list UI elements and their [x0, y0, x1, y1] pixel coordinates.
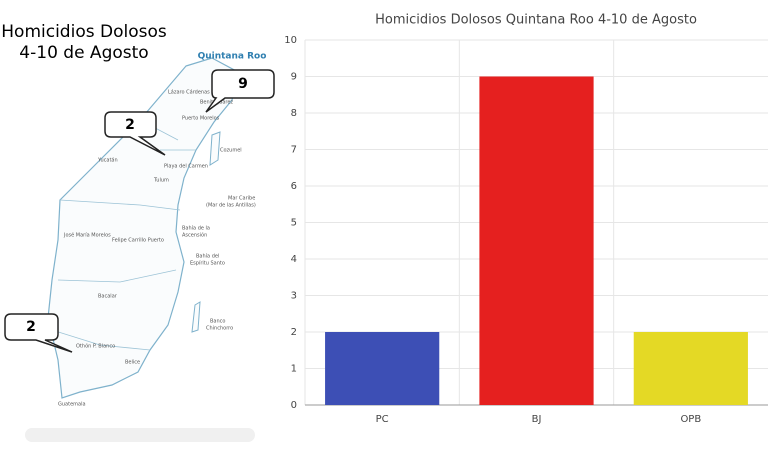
callout: 2: [4, 313, 73, 353]
callout-number: 2: [125, 117, 135, 133]
bar: [479, 76, 594, 405]
y-tick-label: 5: [291, 218, 297, 229]
place: Belice: [125, 360, 140, 366]
callout-number: 2: [26, 319, 36, 335]
y-tick-label: 7: [291, 145, 297, 156]
place: Ascensión: [182, 232, 207, 239]
y-tick-label: 4: [291, 254, 297, 265]
chinchorro: [191, 301, 201, 333]
callout: 9: [205, 69, 275, 113]
place: Espíritu Santo: [190, 260, 225, 267]
place: (Mar de las Antillas): [206, 203, 256, 209]
place: Lázaro Cárdenas: [168, 89, 210, 96]
y-tick-label: 8: [291, 108, 297, 119]
place: Tulum: [153, 178, 169, 184]
map-borders: [51, 119, 196, 351]
y-tick-label: 10: [284, 35, 297, 46]
place: José María Morelos: [63, 232, 111, 239]
callout-number: 9: [238, 76, 248, 92]
place: Cozumel: [220, 148, 242, 154]
place: Yucatán: [97, 157, 118, 164]
chart-title: Homicidios Dolosos Quintana Roo 4-10 de …: [375, 13, 697, 28]
scroll-bar: [25, 428, 255, 442]
state-name: Quintana Roo: [198, 52, 267, 62]
x-tick-label: PC: [376, 414, 389, 425]
place: Bacalar: [98, 294, 118, 300]
place: Felipe Carrillo Puerto: [112, 238, 164, 244]
y-tick-label: 3: [291, 291, 297, 302]
y-tick-label: 1: [291, 364, 297, 375]
place: Chinchorro: [206, 326, 233, 332]
y-tick-label: 0: [291, 400, 297, 411]
bar: [633, 332, 748, 405]
place: Bahía de la: [182, 225, 210, 232]
place: Playa del Carmen: [164, 164, 208, 170]
map-title: Homicidios Dolosos: [1, 22, 167, 42]
x-tick-label: OPB: [680, 414, 701, 425]
y-tick-label: 6: [291, 181, 297, 192]
place: Guatemala: [58, 402, 86, 408]
place: Mar Caribe: [228, 196, 255, 202]
place: Puerto Morelos: [182, 116, 220, 122]
cozumel: [209, 131, 221, 166]
x-tick-label: BJ: [532, 414, 542, 425]
y-tick-label: 9: [291, 72, 297, 83]
y-tick-label: 2: [291, 327, 297, 338]
place: Banco: [210, 319, 225, 325]
place: Bahía del: [196, 253, 219, 260]
place: Othón P. Blanco: [76, 343, 115, 350]
bar: [325, 332, 440, 405]
callout: 2: [104, 111, 166, 156]
map-title: 4-10 de Agosto: [19, 43, 148, 63]
map-panel: Homicidios Dolosos 4-10 de Agosto Quinta…: [1, 22, 275, 442]
